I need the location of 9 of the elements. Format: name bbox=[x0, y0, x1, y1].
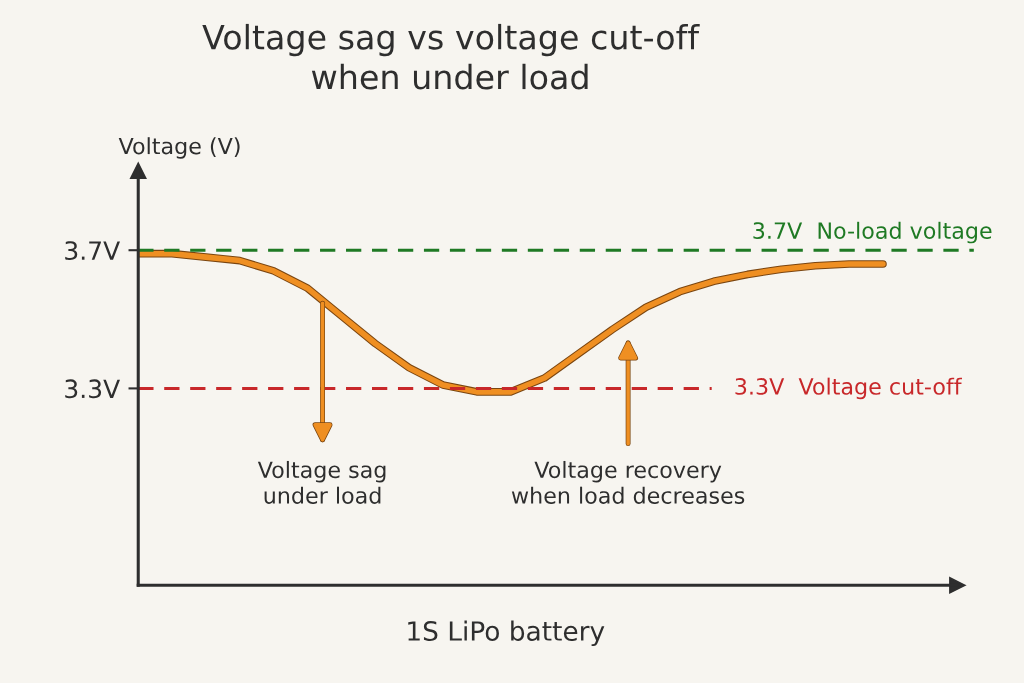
y-tick-label: 3.3V bbox=[65, 379, 120, 399]
y-axis-title: Voltage (V) bbox=[118, 137, 240, 159]
chart-title: Voltage sag vs voltage cut-off when under load bbox=[202, 23, 700, 90]
annotation: Voltage recovery when load decreases bbox=[511, 460, 745, 504]
ref-line-label: 3.3V Voltage cut-off bbox=[735, 377, 963, 400]
annotation: Voltage sag under load bbox=[257, 460, 386, 504]
y-tick-label: 3.7V bbox=[65, 241, 120, 261]
ref-line-label: 3.7V No-load voltage bbox=[753, 221, 992, 244]
x-axis-title: 1S LiPo battery bbox=[408, 620, 605, 647]
